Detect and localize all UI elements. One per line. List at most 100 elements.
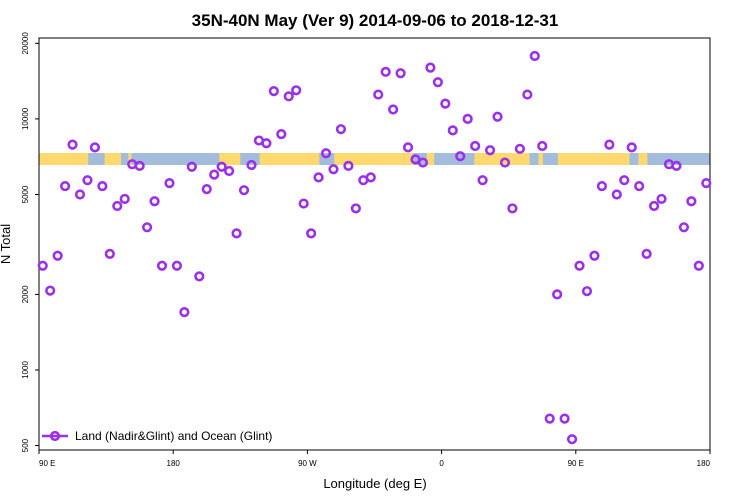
legend: Land (Nadir&Glint) and Ocean (Glint) — [42, 429, 272, 443]
data-point — [581, 286, 593, 297]
data-point — [179, 307, 190, 318]
data-point — [164, 177, 175, 189]
data-point — [298, 198, 309, 209]
data-point — [119, 193, 130, 205]
data-point — [701, 177, 712, 189]
data-point — [194, 271, 205, 282]
data-point — [417, 157, 429, 168]
data-point — [276, 128, 287, 140]
data-point — [440, 98, 451, 109]
data-point — [112, 200, 123, 212]
y-tick-label: 2000 — [21, 285, 30, 303]
data-point — [320, 148, 332, 159]
data-point — [470, 140, 481, 152]
data-point — [529, 50, 540, 62]
data-point — [291, 85, 302, 96]
x-axis-label: Longitude (deg E) — [323, 476, 426, 491]
data-point — [201, 184, 212, 195]
data-points — [37, 50, 712, 445]
data-point — [171, 260, 183, 271]
data-point — [335, 124, 347, 135]
data-point — [306, 228, 317, 239]
land-segment — [426, 153, 435, 165]
data-point — [671, 160, 682, 171]
data-point — [380, 66, 391, 77]
data-point — [574, 260, 585, 271]
data-point — [566, 434, 578, 445]
y-tick-label: 1000 — [21, 361, 30, 379]
y-tick-label: 10000 — [21, 107, 30, 130]
y-axis: 500 1000 2000 5000 10000 20000 — [21, 32, 39, 452]
data-point — [142, 222, 153, 233]
data-point — [678, 222, 690, 233]
data-point — [611, 189, 622, 200]
land-segment — [259, 153, 320, 165]
data-point — [37, 260, 48, 271]
data-point — [432, 77, 443, 88]
data-point — [246, 159, 257, 171]
data-point — [224, 165, 235, 177]
data-point — [209, 169, 220, 180]
data-point — [216, 161, 227, 172]
data-point — [641, 248, 652, 259]
data-point — [522, 89, 533, 100]
y-axis-label: N Total — [0, 224, 13, 264]
data-point — [104, 248, 115, 259]
land-segment — [219, 153, 241, 165]
data-point — [156, 260, 168, 271]
data-point — [313, 172, 324, 183]
legend-label: Land (Nadir&Glint) and Ocean (Glint) — [75, 429, 272, 443]
x-tick-label: 180 — [167, 459, 181, 468]
data-point — [648, 200, 660, 212]
data-point — [425, 62, 436, 73]
data-point — [514, 143, 525, 154]
data-point — [74, 189, 86, 200]
data-point — [552, 289, 563, 300]
data-point — [462, 113, 473, 124]
land-segment — [128, 153, 132, 165]
land-segment — [39, 153, 89, 165]
x-tick-label: 90 E — [568, 459, 584, 468]
data-point — [134, 160, 145, 171]
land-ocean-strip — [39, 153, 710, 165]
data-point — [455, 151, 466, 162]
data-point — [693, 260, 704, 271]
plot-frame — [38, 37, 711, 451]
x-tick-label: 0 — [439, 459, 444, 468]
data-point — [238, 185, 250, 196]
data-point — [67, 139, 78, 150]
data-point — [52, 250, 63, 261]
x-tick-label: 90 E — [39, 459, 55, 468]
data-point — [596, 180, 607, 192]
data-point — [89, 142, 101, 153]
data-point — [261, 138, 272, 149]
data-point — [544, 413, 555, 424]
data-point — [604, 139, 615, 150]
data-point — [447, 125, 458, 136]
y-tick-label: 500 — [21, 438, 30, 452]
data-point — [492, 111, 503, 122]
data-point — [149, 196, 160, 207]
data-point — [559, 413, 570, 424]
data-point — [283, 91, 294, 102]
data-point — [343, 160, 354, 171]
land-segment — [557, 153, 630, 165]
land-segment — [638, 153, 648, 165]
data-point — [59, 180, 71, 192]
chart-title: 35N-40N May (Ver 9) 2014-09-06 to 2018-1… — [192, 11, 559, 30]
land-segment — [104, 153, 122, 165]
data-point — [656, 193, 667, 205]
data-point — [373, 89, 384, 100]
data-point — [507, 203, 518, 214]
x-tick-label: 90 W — [298, 459, 317, 468]
data-point — [365, 172, 376, 183]
land-segment — [334, 153, 414, 165]
land-segment — [538, 153, 543, 165]
data-point — [328, 164, 339, 175]
data-point — [499, 157, 511, 168]
data-point — [589, 250, 600, 261]
x-tick-label: 180 — [697, 459, 711, 468]
y-tick-label: 20000 — [21, 32, 30, 55]
data-point — [45, 285, 56, 296]
